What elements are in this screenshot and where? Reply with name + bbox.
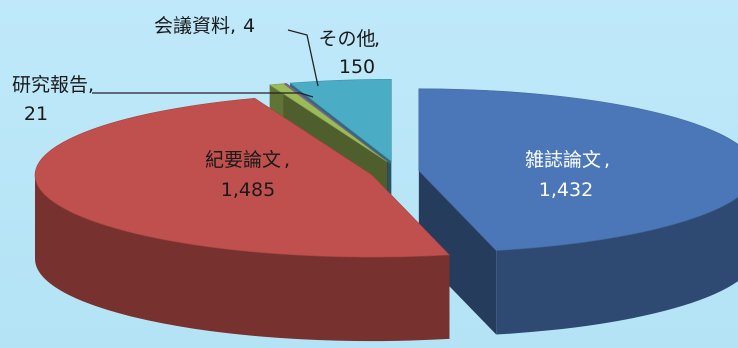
label-sonota-name: その他 bbox=[318, 28, 375, 50]
slice-zasshi bbox=[418, 88, 738, 335]
label-zasshi-name: 雑誌論文 bbox=[525, 149, 601, 171]
slices-layer bbox=[34, 79, 738, 342]
label-kaigi-value: 4 bbox=[243, 15, 255, 37]
label-kaigi-sep: , bbox=[230, 15, 236, 37]
label-kiyou-name: 紀要論文 bbox=[205, 149, 281, 171]
label-kenkyu-value: 21 bbox=[24, 103, 48, 125]
label-zasshi-sep: , bbox=[604, 149, 610, 171]
leader-kaigi bbox=[287, 29, 319, 87]
label-sonota-sep: , bbox=[374, 28, 380, 50]
label-kaigi-name: 会議資料 bbox=[154, 15, 230, 37]
label-kiyou-sep: , bbox=[284, 149, 290, 171]
label-sonota-value: 150 bbox=[339, 56, 375, 78]
label-zasshi-value: 1,432 bbox=[539, 179, 593, 201]
label-kenkyu-name: 研究報告 bbox=[12, 74, 88, 96]
label-kiyou-value: 1,485 bbox=[221, 179, 275, 201]
label-kenkyu-sep: , bbox=[88, 74, 94, 96]
slice-kiyou bbox=[34, 97, 451, 342]
leader-lines bbox=[92, 29, 319, 98]
leader-kenkyu bbox=[92, 92, 314, 98]
